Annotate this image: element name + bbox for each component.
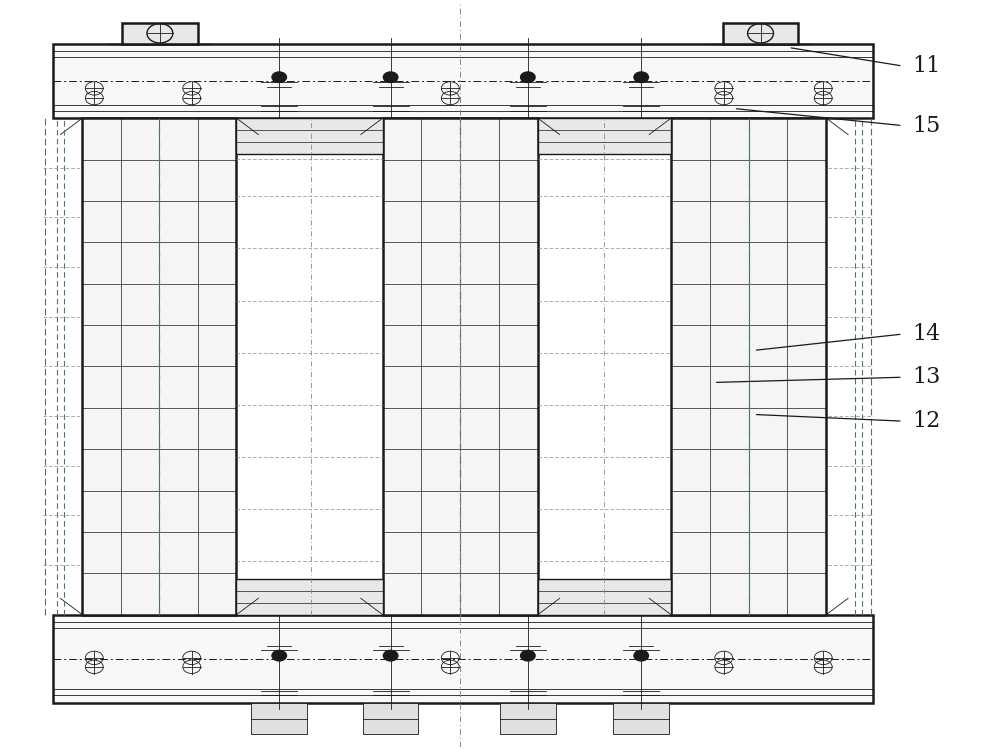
Bar bbox=[53, 44, 873, 118]
Bar bbox=[82, 118, 236, 615]
Bar bbox=[500, 703, 556, 734]
Bar bbox=[671, 118, 826, 615]
Bar bbox=[363, 703, 418, 734]
Circle shape bbox=[271, 650, 287, 662]
Bar bbox=[236, 118, 383, 154]
Bar bbox=[538, 579, 671, 615]
Bar bbox=[538, 118, 671, 154]
Text: 12: 12 bbox=[913, 410, 941, 432]
Bar bbox=[122, 23, 198, 44]
Bar bbox=[53, 615, 873, 703]
Bar bbox=[723, 23, 798, 44]
Circle shape bbox=[383, 650, 399, 662]
Text: 13: 13 bbox=[913, 366, 941, 388]
Text: 11: 11 bbox=[913, 55, 941, 77]
Circle shape bbox=[633, 650, 649, 662]
Circle shape bbox=[520, 71, 536, 83]
Bar bbox=[613, 703, 669, 734]
Circle shape bbox=[520, 650, 536, 662]
Circle shape bbox=[271, 71, 287, 83]
Text: 15: 15 bbox=[913, 115, 941, 136]
Bar bbox=[383, 118, 538, 615]
Bar bbox=[251, 703, 307, 734]
Circle shape bbox=[383, 71, 399, 83]
Bar bbox=[236, 579, 383, 615]
Circle shape bbox=[633, 71, 649, 83]
Text: 14: 14 bbox=[913, 323, 941, 345]
